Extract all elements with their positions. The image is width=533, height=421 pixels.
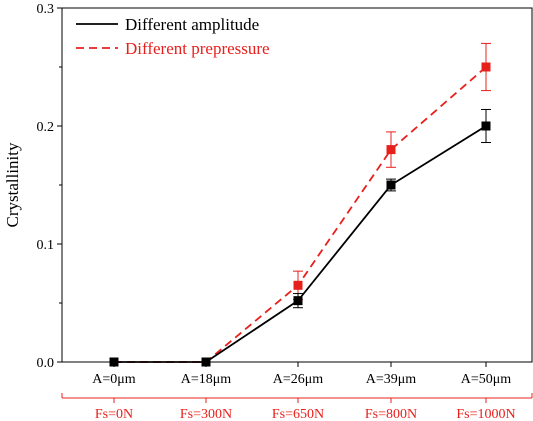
x-tick-label: A=26μm bbox=[273, 372, 324, 387]
secondary-x-tick-label: Fs=800N bbox=[365, 407, 417, 421]
x-tick-label: A=50μm bbox=[461, 372, 512, 387]
data-point bbox=[386, 180, 396, 190]
secondary-x-tick-label: Fs=1000N bbox=[456, 407, 515, 421]
data-point bbox=[293, 296, 303, 306]
secondary-x-tick-label: Fs=300N bbox=[180, 407, 232, 421]
data-point bbox=[481, 62, 491, 72]
secondary-x-tick-label: Fs=650N bbox=[272, 407, 324, 421]
data-point bbox=[293, 280, 303, 290]
series-line bbox=[114, 66, 487, 363]
data-point bbox=[386, 145, 396, 155]
series-line bbox=[114, 125, 487, 363]
y-tick-label: 0.0 bbox=[37, 356, 55, 371]
legend-entry-label: Different amplitude bbox=[125, 15, 259, 34]
secondary-x-tick-label: Fs=0N bbox=[95, 407, 133, 421]
x-tick-label: A=18μm bbox=[181, 372, 232, 387]
y-tick-label: 0.3 bbox=[37, 2, 55, 17]
legend-entry-label: Different prepressure bbox=[125, 39, 270, 58]
y-tick-label: 0.1 bbox=[37, 238, 55, 253]
x-tick-label: A=0μm bbox=[92, 372, 136, 387]
axis-layer: 0.0 0.1 0.2 0.3 A=0μm A=18μm A=26μm A=39μm A=50μ… bbox=[37, 2, 533, 421]
x-tick-label: A=39μm bbox=[366, 372, 417, 387]
y-axis-title: Crystallinity bbox=[3, 142, 22, 228]
plot-frame bbox=[61, 7, 533, 363]
plot-layer bbox=[109, 42, 491, 367]
data-point bbox=[481, 121, 491, 131]
y-tick-label: 0.2 bbox=[37, 120, 55, 135]
legend: Different amplitude Different prepressure bbox=[76, 15, 270, 58]
